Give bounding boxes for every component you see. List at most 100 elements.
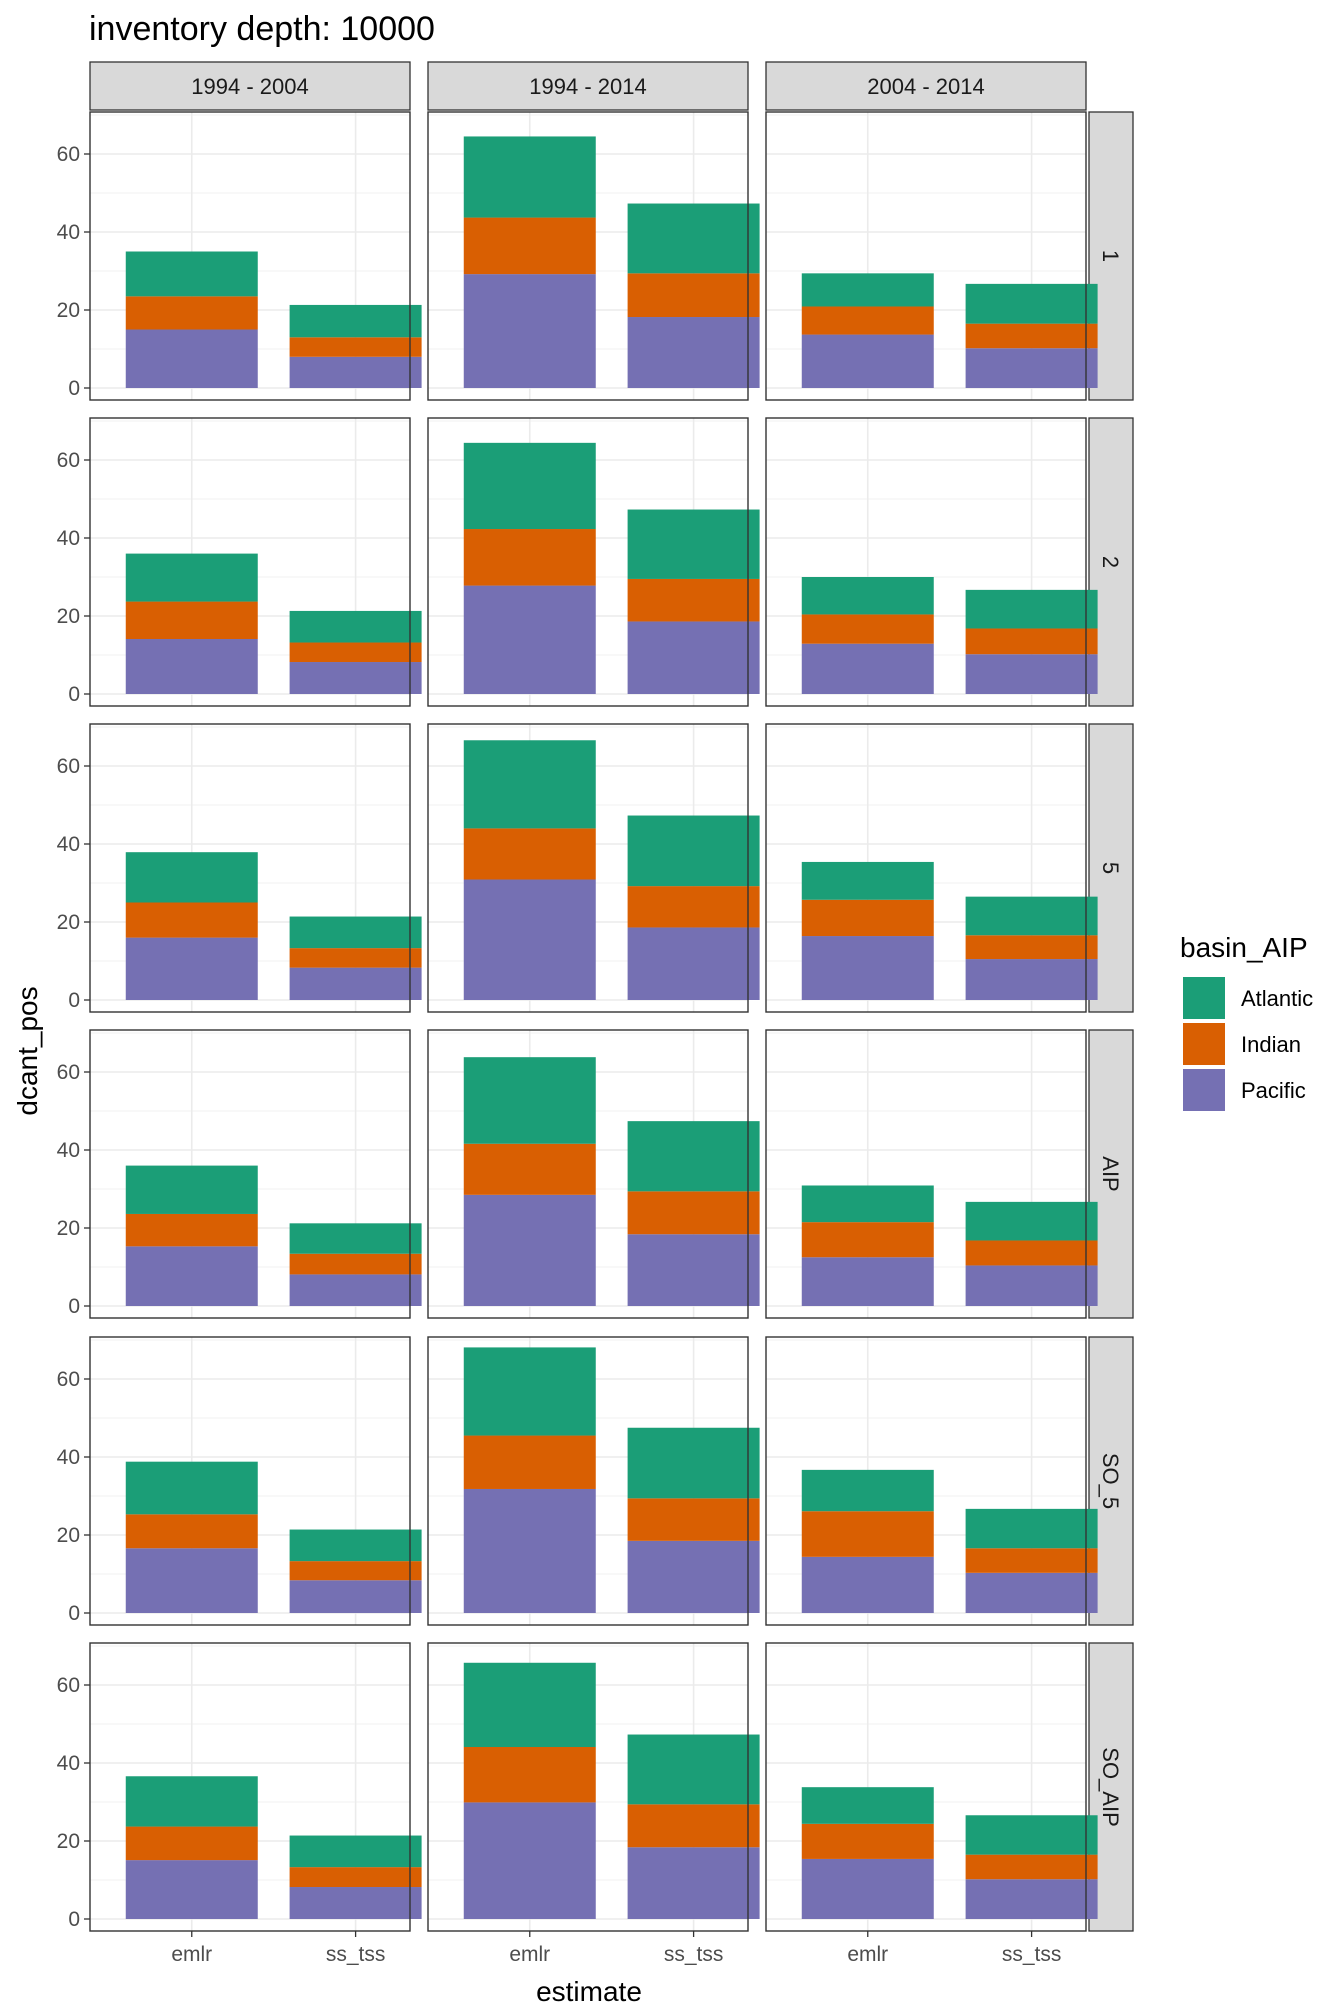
bar-segment-indian xyxy=(627,578,760,622)
bar-segment-pacific xyxy=(627,317,760,388)
facet-panel xyxy=(765,723,1098,1013)
panel-border xyxy=(765,1029,1087,1319)
panel-border xyxy=(427,1642,749,1932)
bar-segment-atlantic xyxy=(627,1427,760,1499)
bar-segment-pacific xyxy=(289,1274,422,1306)
bar-segment-indian xyxy=(801,306,934,335)
bar-segment-atlantic xyxy=(801,273,934,307)
bar-segment-atlantic xyxy=(289,610,422,643)
bar-segment-pacific xyxy=(965,1572,1098,1613)
bar-segment-atlantic xyxy=(627,1121,760,1192)
bar-segment-atlantic xyxy=(801,1185,934,1223)
bar-segment-pacific xyxy=(125,329,258,388)
bar-segment-indian xyxy=(463,1435,596,1489)
y-tick-label: 60 xyxy=(57,1368,80,1391)
bar-segment-pacific xyxy=(627,927,760,1000)
bar-segment-indian xyxy=(463,1747,596,1803)
x-tick-label: emlr xyxy=(847,1943,888,1966)
y-tick-label: 60 xyxy=(57,1061,80,1084)
y-tick-label: 60 xyxy=(57,143,80,166)
facet-panel xyxy=(427,111,760,401)
legend-key-atlantic xyxy=(1183,977,1225,1019)
bar-segment-indian xyxy=(965,1240,1098,1266)
y-tick-label: 0 xyxy=(68,989,80,1012)
x-tick-label: ss_tss xyxy=(1002,1943,1062,1966)
row-strip-label: 1 xyxy=(1098,250,1123,262)
bar-segment-pacific xyxy=(125,1246,258,1306)
bar-segment-atlantic xyxy=(125,1165,258,1214)
bar-segment-indian xyxy=(289,1561,422,1581)
bar-segment-pacific xyxy=(801,1556,934,1613)
row-strip-label: SO_5 xyxy=(1098,1453,1123,1509)
panel-border xyxy=(89,1336,411,1626)
panel-border xyxy=(765,1642,1087,1932)
y-tick-label: 20 xyxy=(57,1217,80,1240)
panel-border xyxy=(89,1642,411,1932)
row-strip-label: 2 xyxy=(1098,556,1123,568)
panel-border xyxy=(427,111,749,401)
bar-segment-indian xyxy=(965,935,1098,960)
y-tick-label: 20 xyxy=(57,911,80,934)
panel-border xyxy=(89,111,411,401)
y-tick-label: 40 xyxy=(57,833,80,856)
bar-segment-pacific xyxy=(125,1860,258,1919)
bar-segment-pacific xyxy=(289,967,422,1000)
bar-segment-atlantic xyxy=(965,589,1098,629)
panels-layer: 1994 - 2004 1994 - 2014 2004 - 20141020406… xyxy=(57,61,1134,1966)
panel-border xyxy=(89,1029,411,1319)
bar-segment-pacific xyxy=(289,662,422,694)
col-strip xyxy=(89,61,411,111)
bar-segment-atlantic xyxy=(289,304,422,338)
y-tick-label: 40 xyxy=(57,1752,80,1775)
x-tick-label: emlr xyxy=(171,1943,212,1966)
panel-border xyxy=(765,111,1087,401)
col-strip-label: 2004 - 2014 xyxy=(867,74,984,99)
col-strip xyxy=(765,61,1087,111)
bar-segment-pacific xyxy=(463,879,596,1000)
bar-segment-pacific xyxy=(463,274,596,388)
bar-segment-atlantic xyxy=(801,861,934,900)
bar-segment-indian xyxy=(627,273,760,318)
bar-segment-indian xyxy=(965,628,1098,655)
panel-border xyxy=(427,417,749,707)
bar-segment-pacific xyxy=(627,1234,760,1306)
bar-segment-atlantic xyxy=(463,740,596,829)
col-strip-label: 1994 - 2014 xyxy=(529,74,646,99)
bar-segment-indian xyxy=(801,899,934,937)
chart-title: inventory depth: 10000 xyxy=(89,10,435,48)
bar-segment-pacific xyxy=(965,1879,1098,1919)
bar-segment-indian xyxy=(125,902,258,938)
facet-panel xyxy=(89,1642,422,1932)
bar-segment-indian xyxy=(289,1867,422,1888)
facet-panel xyxy=(427,723,760,1013)
bar-segment-atlantic xyxy=(463,1057,596,1144)
bar-segment-indian xyxy=(463,529,596,586)
panel-border xyxy=(765,1336,1087,1626)
bar-segment-indian xyxy=(801,1823,934,1859)
panel-border xyxy=(427,723,749,1013)
facet-panel xyxy=(427,1029,760,1319)
facet-panel xyxy=(89,111,422,401)
bar-segment-atlantic xyxy=(627,1734,760,1805)
bar-segment-atlantic xyxy=(125,553,258,602)
bar-segment-indian xyxy=(627,1498,760,1541)
bar-segment-indian xyxy=(463,828,596,880)
bar-segment-atlantic xyxy=(125,1461,258,1515)
bar-segment-indian xyxy=(289,948,422,968)
legend-label-indian: Indian xyxy=(1241,1032,1301,1057)
y-tick-label: 40 xyxy=(57,1446,80,1469)
bar-segment-pacific xyxy=(463,585,596,694)
legend-key-pacific xyxy=(1183,1069,1225,1111)
bar-segment-indian xyxy=(125,1826,258,1861)
y-tick-label: 60 xyxy=(57,449,80,472)
bar-segment-atlantic xyxy=(125,1776,258,1827)
bar-segment-pacific xyxy=(801,1858,934,1919)
bar-segment-indian xyxy=(289,337,422,357)
bar-segment-indian xyxy=(627,886,760,928)
bar-segment-indian xyxy=(289,1253,422,1275)
x-tick-label: ss_tss xyxy=(326,1943,386,1966)
facet-panel xyxy=(427,417,760,707)
bar-segment-pacific xyxy=(463,1488,596,1613)
bar-segment-indian xyxy=(801,614,934,644)
panel-border xyxy=(89,417,411,707)
